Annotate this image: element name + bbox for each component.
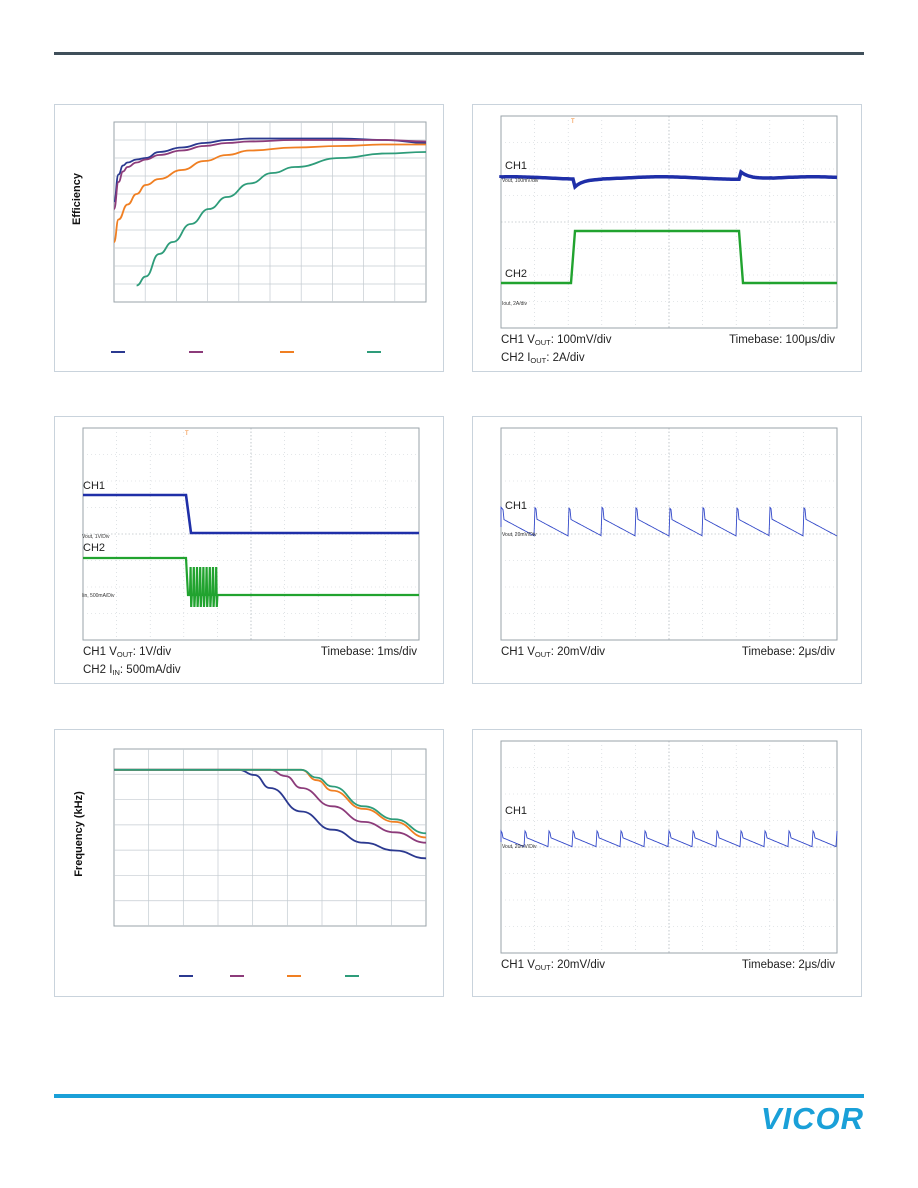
scope6-ch1-label: CH1	[505, 805, 528, 817]
scope2-ch1-small: Vout, 100mV/div	[502, 178, 539, 184]
scope6-ch1-small: Vout, 20mV/Div	[502, 844, 537, 850]
series-line-3	[113, 143, 426, 243]
scope4-ch1-label: CH1	[505, 500, 528, 512]
frequency-y-label: Frequency (kHz)	[73, 791, 85, 877]
series-line-1	[113, 137, 427, 203]
series-line-4	[136, 151, 427, 287]
load-step-scope-panel: T CH1 Vout, 100mV/div CH2 Iout, 2A/div C…	[472, 104, 862, 372]
vicor-logo-text: VICOR	[761, 1101, 864, 1134]
scope2-ch2-small: Iout, 2A/div	[502, 301, 528, 307]
scope4-caption-ch1: CH1 VOUT: 20mV/div	[501, 646, 606, 659]
trigger-marker: T	[185, 431, 189, 437]
scope4-timebase: Timebase: 2μs/div	[741, 646, 835, 658]
plot-area	[113, 748, 427, 927]
series-line-2	[113, 139, 427, 210]
series-line-4	[114, 768, 427, 835]
scope6-timebase: Timebase: 2μs/div	[741, 959, 835, 971]
efficiency-y-label: Efficiency	[71, 173, 83, 225]
ch1-trace	[83, 493, 419, 535]
shutdown-scope: T	[82, 427, 420, 641]
ripple-scope-2	[500, 740, 838, 954]
frequency-chart-panel: Frequency (kHz)	[54, 729, 444, 997]
scope2-caption-ch2: CH2 IOUT: 2A/div	[501, 352, 585, 365]
ch1-ripple-trace	[500, 505, 838, 537]
header-rule	[54, 52, 864, 55]
vicor-logo: VICOR	[761, 1101, 864, 1134]
scope2-ch2-label: CH2	[505, 268, 528, 280]
scope3-ch1-small: Vout, 1V/Div	[82, 534, 110, 540]
ripple-scope-panel-1: CH1 Vout, 20mV/Div CH1 VOUT: 20mV/div Ti…	[472, 416, 862, 684]
efficiency-chart-panel: Efficiency	[54, 104, 444, 372]
footer-rule	[54, 1094, 864, 1098]
scope6-caption-ch1: CH1 VOUT: 20mV/div	[501, 959, 606, 972]
ripple-scope-panel-2: CH1 Vout, 20mV/Div CH1 VOUT: 20mV/div Ti…	[472, 729, 862, 997]
frequency-chart	[113, 748, 427, 977]
trigger-marker: T	[571, 119, 575, 125]
scope3-ch1-label: CH1	[83, 480, 106, 492]
ch2-trace	[501, 229, 837, 285]
scope3-ch2-small: Iin, 500mA/Div	[82, 593, 115, 599]
scope3-caption-ch2: CH2 IIN: 500mA/div	[83, 664, 181, 677]
ripple-scope-1	[500, 427, 838, 641]
ch2-trace	[83, 556, 419, 608]
scope2-ch1-label: CH1	[505, 160, 528, 172]
ch1-ripple-trace	[500, 829, 838, 848]
scope2-caption-ch1: CH1 VOUT: 100mV/div	[501, 334, 612, 347]
scope4-ch1-small: Vout, 20mV/Div	[502, 532, 537, 538]
ch1-trace	[499, 169, 838, 191]
load-step-scope: T	[499, 115, 838, 329]
scope2-timebase: Timebase: 100μs/div	[729, 334, 835, 346]
scope3-ch2-label: CH2	[83, 542, 106, 554]
efficiency-chart	[111, 121, 427, 353]
shutdown-scope-panel: T CH1 Vout, 1V/Div CH2 Iin, 500mA/Div CH…	[54, 416, 444, 684]
scope3-caption-ch1: CH1 VOUT: 1V/div	[83, 646, 172, 659]
scope3-timebase: Timebase: 1ms/div	[320, 646, 417, 658]
